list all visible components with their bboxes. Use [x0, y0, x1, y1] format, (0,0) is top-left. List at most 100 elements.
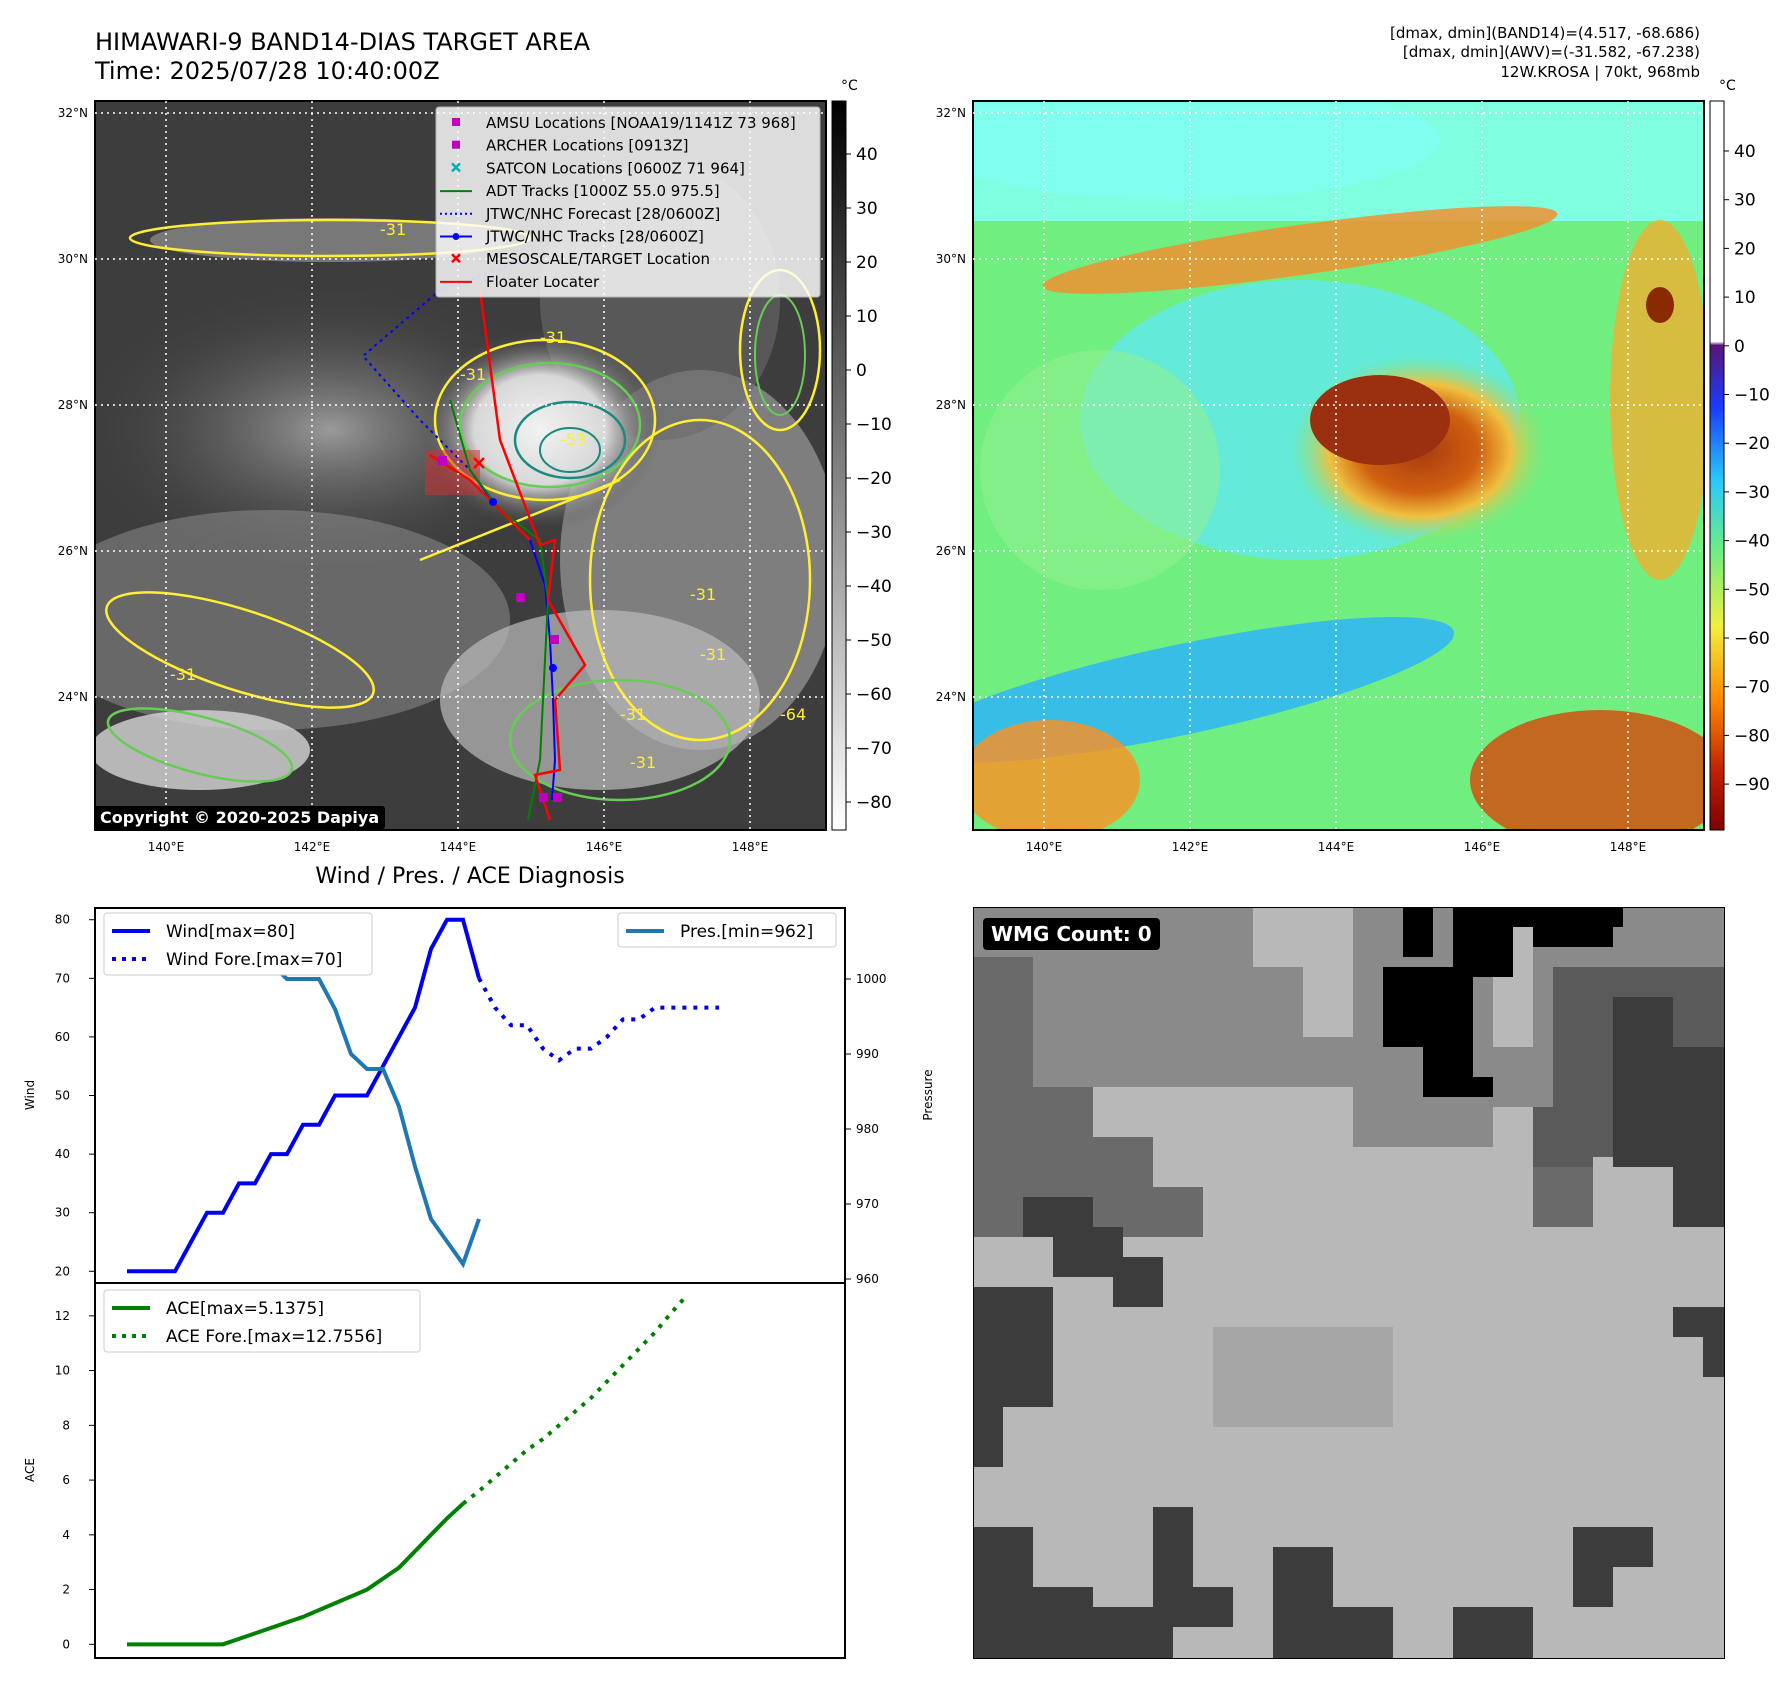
map1-lon-labels: 140°E 142°E 144°E 146°E 148°E: [148, 840, 769, 854]
wind-tick-label: 30: [55, 1206, 70, 1220]
legend-marker: [451, 253, 461, 264]
colorbar2-tick-label: 10: [1734, 288, 1756, 308]
ace-legend: ACE[max=5.1375] ACE Fore.[max=12.7556]: [103, 1289, 421, 1353]
colorbar2-tick-label: −90: [1734, 775, 1770, 795]
pressure-tick-label: 960: [856, 1272, 879, 1286]
wind-tick-label: 70: [55, 971, 70, 985]
lon-label: 144°E: [440, 840, 477, 854]
ace-tick-label: 2: [62, 1583, 70, 1597]
colorbar-tick-label: −60: [856, 685, 892, 705]
legend-entry: Floater Locater: [440, 273, 600, 291]
colorbar2-tick-label: 0: [1734, 337, 1745, 357]
contour-label: -31: [460, 365, 486, 384]
legend-label: ARCHER Locations [0913Z]: [486, 137, 689, 155]
colorbar2-tick-label: −50: [1734, 580, 1770, 600]
ace-tick-label: 8: [62, 1418, 70, 1432]
colorbar-tick-label: 0: [856, 361, 867, 381]
lon-label: 148°E: [732, 840, 769, 854]
colorbar2-tick-label: −70: [1734, 678, 1770, 698]
lon-label: 142°E: [294, 840, 331, 854]
contour-label: -31: [630, 753, 656, 772]
title-line-2: Time: 2025/07/28 10:40:00Z: [95, 57, 440, 85]
colorbar2-tick-label: −10: [1734, 386, 1770, 406]
lat-label: 32°N: [58, 106, 88, 120]
lat-label: 24°N: [58, 690, 88, 704]
contour-label: -31: [380, 220, 406, 239]
lon-label: 146°E: [1464, 840, 1501, 854]
legend-label: AMSU Locations [NOAA19/1141Z 73 968]: [486, 114, 796, 132]
colorbar2-tick-label: −80: [1734, 726, 1770, 746]
ace-tick-label: 6: [62, 1473, 70, 1487]
lat-label: 28°N: [936, 398, 966, 412]
map1-legend: AMSU Locations [NOAA19/1141Z 73 968] ARCH…: [440, 114, 796, 291]
lat-label: 28°N: [58, 398, 88, 412]
colorbar2-tick-label: 30: [1734, 191, 1756, 211]
legend-label: ADT Tracks [1000Z 55.0 975.5]: [486, 182, 720, 200]
colorbar-tick-label: 40: [856, 145, 878, 165]
legend-ace-forecast: ACE Fore.[max=12.7556]: [166, 1327, 382, 1347]
wind-axis-ticks: 80 70 60 50 40 30 20: [55, 913, 95, 1278]
wind-tick-label: 80: [55, 913, 70, 927]
contour-label: -31: [620, 705, 646, 724]
colorbar-tick-label: −20: [856, 469, 892, 489]
map1-lat-labels: 32°N 30°N 28°N 26°N 24°N: [58, 106, 88, 704]
colorbar2-tick-label: 40: [1734, 142, 1756, 162]
pressure-tick-label: 970: [856, 1197, 879, 1211]
map2-lat-labels: 32°N 30°N 28°N 26°N 24°N: [936, 106, 966, 704]
legend-entry: SATCON Locations [0600Z 71 964]: [451, 159, 745, 177]
lon-label: 146°E: [586, 840, 623, 854]
wind-tick-label: 20: [55, 1264, 70, 1278]
ace-ylabel: ACE: [23, 1458, 37, 1482]
lat-label: 30°N: [936, 252, 966, 266]
pressure-ylabel: Pressure: [921, 1069, 935, 1120]
title-line-1: HIMAWARI-9 BAND14-DIAS TARGET AREA: [95, 28, 591, 56]
legend-label: JTWC/NHC Tracks [28/0600Z]: [485, 228, 704, 246]
legend-marker: [452, 118, 460, 126]
legend-pressure: Pres.[min=962]: [680, 922, 813, 942]
legend-marker-dot: [452, 233, 460, 240]
legend-entry: AMSU Locations [NOAA19/1141Z 73 968]: [452, 114, 796, 132]
legend-label: SATCON Locations [0600Z 71 964]: [486, 159, 745, 177]
ace-line: [127, 1502, 465, 1647]
lat-label: 24°N: [936, 690, 966, 704]
lon-label: 142°E: [1172, 840, 1209, 854]
colorbar2-tick-label: −60: [1734, 629, 1770, 649]
ace-tick-label: 0: [62, 1637, 70, 1651]
colorbar-unit-1: °C: [841, 78, 858, 94]
map2-colorbar-ticks: 40 30 20 10 0 −10 −20 −30 −40 −50 −60 −70 −80 −90: [1724, 142, 1770, 795]
colorbar-tick-label: −10: [856, 415, 892, 435]
lat-label: 26°N: [936, 544, 966, 558]
pressure-tick-label: 990: [856, 1047, 879, 1061]
colorbar2-tick-label: −40: [1734, 532, 1770, 552]
pressure-tick-label: 980: [856, 1122, 879, 1136]
legend-label: Floater Locater: [486, 273, 600, 291]
contour-labels: -31 -31 -31 -31 -31 -31 -31 -31 -64 -53: [170, 220, 806, 772]
ace-forecast-line: [461, 1293, 689, 1506]
map2-gridlines: [973, 101, 1704, 830]
info-line-2: [dmax, dmin](AWV)=(-31.582, -67.238): [1402, 43, 1700, 61]
map1-colorbar: [831, 100, 847, 831]
lon-label: 140°E: [148, 840, 185, 854]
contour-label: -31: [690, 585, 716, 604]
lon-label: 144°E: [1318, 840, 1355, 854]
contour-label: -53: [560, 430, 586, 449]
legend-wind-forecast: Wind Fore.[max=70]: [166, 950, 342, 970]
colorbar-tick-label: −40: [856, 577, 892, 597]
colorbar2-tick-label: −20: [1734, 434, 1770, 454]
map2-lon-labels: 140°E 142°E 144°E 146°E 148°E: [1026, 840, 1647, 854]
ace-tick-label: 4: [62, 1528, 70, 1542]
contour-label: -64: [780, 705, 806, 724]
wind-tick-label: 60: [55, 1030, 70, 1044]
colorbar-tick-label: 30: [856, 199, 878, 219]
wind-tick-label: 40: [55, 1147, 70, 1161]
ace-tick-label: 12: [55, 1309, 70, 1323]
wind-ylabel: Wind: [23, 1080, 37, 1110]
map2-colorbar: [1709, 100, 1725, 831]
legend-label: JTWC/NHC Forecast [28/0600Z]: [485, 205, 720, 223]
legend-label: MESOSCALE/TARGET Location: [486, 250, 710, 268]
colorbar2-tick-label: 20: [1734, 239, 1756, 259]
colorbar-tick-label: −80: [856, 793, 892, 813]
wind-legend: Wind[max=80] Wind Fore.[max=70]: [103, 912, 373, 976]
lon-label: 148°E: [1610, 840, 1647, 854]
